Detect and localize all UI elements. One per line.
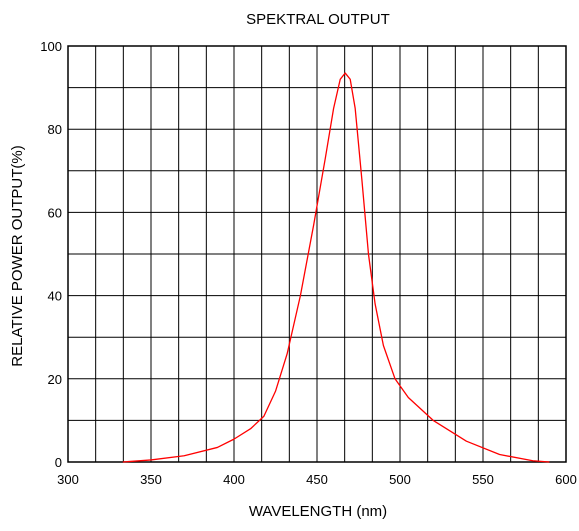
x-tick-label: 300 <box>57 472 79 487</box>
x-axis-label: WAVELENGTH (nm) <box>249 503 387 520</box>
y-tick-label: 60 <box>48 205 62 220</box>
x-tick-label: 450 <box>306 472 328 487</box>
grid <box>67 45 567 463</box>
x-tick-label: 500 <box>389 472 411 487</box>
series-line <box>122 72 550 463</box>
chart-title: SPEKTRAL OUTPUT <box>246 11 390 28</box>
y-tick-label: 0 <box>55 455 62 470</box>
y-tick-label: 40 <box>48 289 62 304</box>
tick-labels: 300 350 400 450 500 550 600 0 20 40 60 80 100 <box>40 39 577 487</box>
y-tick-label: 80 <box>48 122 62 137</box>
y-axis-label: RELATIVE POWER OUTPUT(%) <box>9 145 26 366</box>
x-tick-label: 600 <box>555 472 577 487</box>
x-tick-label: 400 <box>223 472 245 487</box>
plot-frame <box>67 45 567 463</box>
y-tick-label: 20 <box>48 372 62 387</box>
series-layer <box>122 72 550 463</box>
x-tick-label: 350 <box>140 472 162 487</box>
y-tick-label: 100 <box>40 39 62 54</box>
x-tick-label: 550 <box>472 472 494 487</box>
